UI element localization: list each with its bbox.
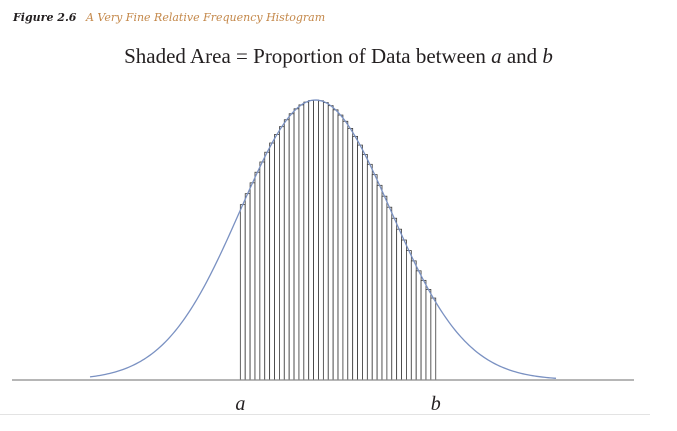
x-marker-b: b	[431, 393, 441, 415]
histogram-bar	[401, 239, 407, 381]
histogram-bar	[410, 260, 417, 381]
histogram-bar	[420, 279, 427, 381]
histogram-bar	[396, 228, 402, 381]
histogram-bar	[279, 126, 285, 381]
chart-title-middle: and	[501, 44, 543, 68]
histogram-bar	[322, 102, 329, 381]
histogram-bars	[239, 99, 437, 381]
normal-curve	[89, 99, 557, 379]
figure-number: Figure 2.6	[13, 11, 77, 24]
histogram-bar	[425, 289, 432, 381]
histogram-bar	[254, 171, 261, 381]
chart-title-var-a: a	[491, 44, 502, 68]
histogram-bar	[391, 217, 398, 381]
histogram-bar	[406, 250, 412, 381]
histogram-bar	[371, 174, 378, 381]
histogram-bar	[332, 109, 339, 381]
figure-title: A Very Fine Relative Frequency Histogram	[85, 11, 326, 24]
histogram-bar	[259, 161, 266, 381]
histogram-bar	[342, 120, 349, 381]
histogram-bar	[381, 195, 388, 381]
histogram-bar	[337, 114, 344, 381]
figure-caption: Figure 2.6 A Very Fine Relative Frequenc…	[13, 11, 325, 24]
histogram-bar	[327, 105, 334, 381]
histogram-bar	[357, 144, 363, 381]
histogram-bar	[318, 100, 324, 381]
bottom-divider	[0, 414, 650, 415]
histogram-bar	[288, 113, 295, 381]
histogram-bar	[293, 108, 300, 381]
histogram-bar	[283, 119, 290, 381]
histogram-bar	[303, 101, 310, 381]
histogram-bar	[362, 154, 368, 381]
histogram-bar	[308, 100, 315, 381]
histogram-bar	[415, 270, 422, 381]
histogram-bar	[239, 204, 246, 381]
histogram-bar	[430, 297, 437, 381]
histogram-bar	[249, 182, 256, 381]
chart-title-var-b: b	[542, 44, 553, 68]
chart-title-prefix: Shaded Area = Proportion of Data between	[124, 44, 492, 68]
histogram-bar	[386, 206, 393, 381]
histogram-bar	[352, 135, 358, 381]
histogram-bar	[366, 163, 373, 381]
histogram-bar	[274, 134, 280, 381]
histogram-bar	[347, 127, 354, 381]
histogram-bar	[244, 193, 251, 381]
histogram-bar	[269, 142, 275, 381]
chart-title: Shaded Area = Proportion of Data between…	[0, 44, 677, 69]
histogram-bar	[376, 184, 383, 381]
histogram-bar	[264, 151, 271, 381]
histogram-bar	[298, 104, 305, 381]
histogram-bar	[313, 99, 319, 381]
x-marker-a: a	[235, 393, 245, 415]
